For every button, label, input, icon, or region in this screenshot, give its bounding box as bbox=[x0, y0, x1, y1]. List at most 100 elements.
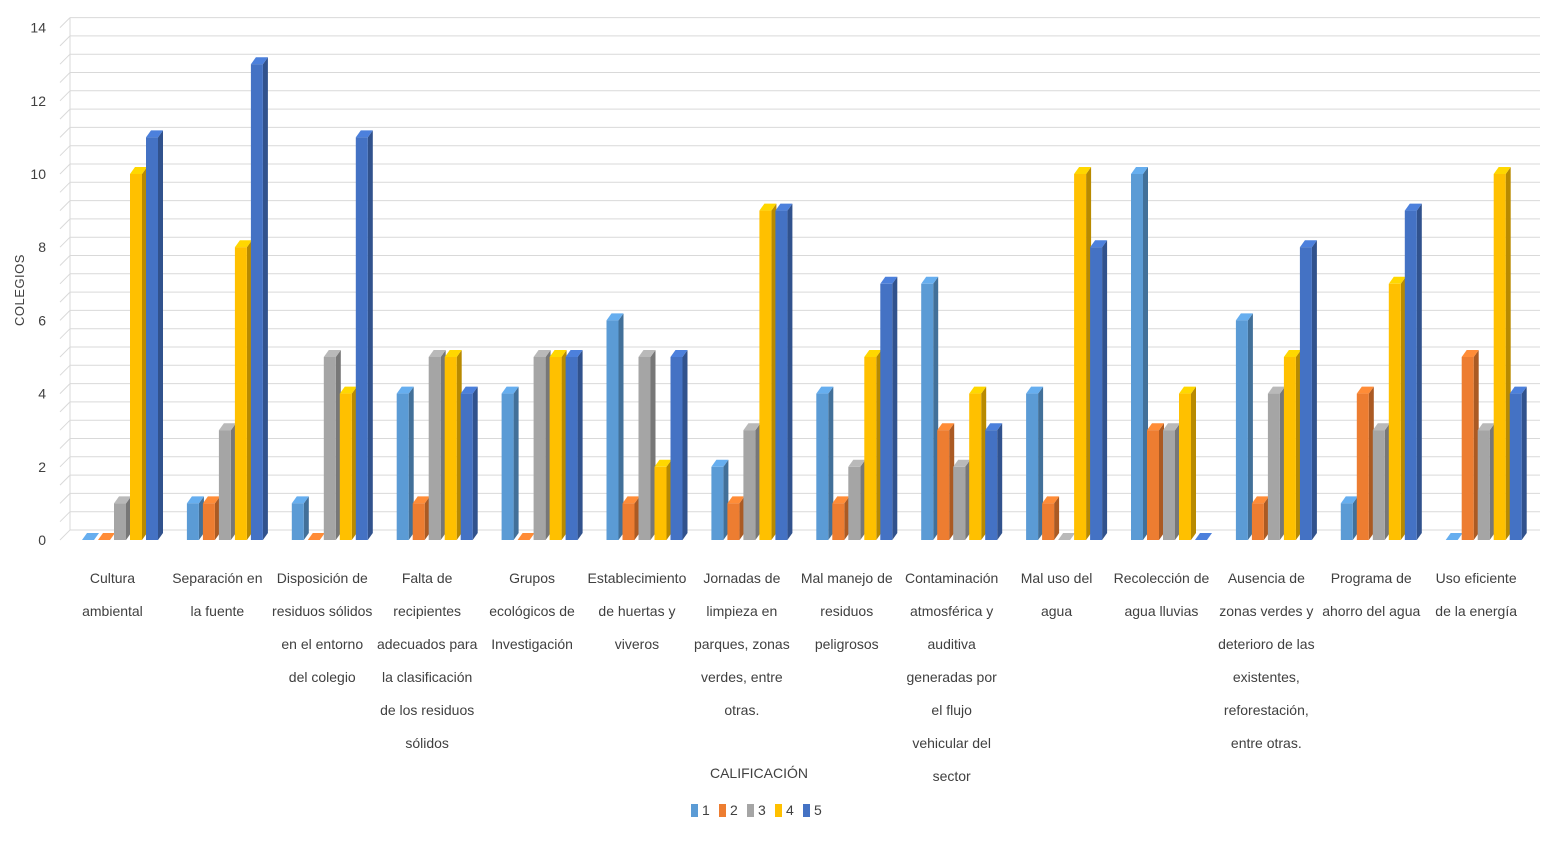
bar-front bbox=[832, 503, 845, 540]
bar-top bbox=[1461, 350, 1479, 357]
bar-top bbox=[864, 350, 882, 357]
legend-label: 1 bbox=[702, 802, 710, 818]
bar-2-series-2 bbox=[202, 496, 220, 540]
legend-swatch bbox=[775, 804, 782, 817]
bar-14-series-3 bbox=[1477, 423, 1495, 540]
bar-front bbox=[1340, 503, 1353, 540]
bar-side bbox=[1521, 386, 1527, 540]
bar-14-series-2 bbox=[1461, 350, 1479, 540]
bar-front bbox=[1090, 247, 1103, 540]
gridline-diag bbox=[59, 53, 71, 65]
bar-side bbox=[650, 350, 656, 540]
legend-label: 4 bbox=[786, 802, 794, 818]
bar-top bbox=[323, 350, 341, 357]
bar-top bbox=[727, 496, 745, 504]
bar-10-series-5 bbox=[1090, 240, 1108, 540]
bar-5-series-2 bbox=[517, 533, 535, 540]
y-tick-label: 12 bbox=[30, 93, 46, 109]
bar-side bbox=[787, 203, 793, 540]
bar-5-series-3 bbox=[533, 350, 551, 540]
bar-top bbox=[1163, 423, 1180, 431]
bar-side bbox=[892, 276, 898, 540]
gridline-diag bbox=[59, 511, 71, 523]
bar-2-series-5 bbox=[250, 57, 268, 540]
x-axis-title: CALIFICACIÓN bbox=[710, 765, 808, 781]
gridline-diag bbox=[59, 90, 71, 102]
legend-label: 3 bbox=[758, 802, 766, 818]
bar-top bbox=[1147, 423, 1164, 431]
bar-top bbox=[622, 496, 640, 504]
gridlines bbox=[59, 17, 1540, 541]
bar-side bbox=[1086, 167, 1092, 540]
bar-4-series-4 bbox=[444, 350, 462, 540]
bar-13-series-2 bbox=[1356, 386, 1374, 540]
bar-side bbox=[262, 57, 268, 540]
bar-side bbox=[739, 496, 745, 540]
bar-side bbox=[198, 496, 204, 540]
gridline-diag bbox=[59, 493, 71, 504]
gridline-diag bbox=[59, 236, 71, 248]
gridline-diag bbox=[59, 200, 71, 211]
bar-front bbox=[130, 174, 142, 540]
bar-side bbox=[1400, 276, 1406, 540]
bar-top bbox=[606, 313, 624, 321]
bar-front bbox=[549, 357, 562, 540]
bar-front bbox=[396, 393, 409, 540]
gridline-diag bbox=[59, 145, 71, 157]
bar-front bbox=[355, 137, 368, 540]
bar-front bbox=[291, 503, 304, 540]
bar-side bbox=[876, 350, 882, 540]
bar-front bbox=[186, 503, 199, 540]
bar-front bbox=[114, 503, 126, 540]
bar-top bbox=[1299, 240, 1317, 248]
category-label: Mal uso del agua bbox=[1021, 570, 1093, 619]
bar-3-series-1 bbox=[291, 496, 309, 540]
bar-5-series-4 bbox=[549, 350, 567, 540]
bar-7-series-3 bbox=[743, 423, 761, 540]
bar-side bbox=[723, 459, 729, 540]
legend-label: 5 bbox=[814, 802, 822, 818]
bar-side bbox=[1279, 386, 1285, 540]
bar-9-series-2 bbox=[937, 423, 955, 540]
bar-front bbox=[1026, 393, 1039, 540]
bar-top bbox=[517, 533, 535, 540]
gridline-diag bbox=[59, 310, 71, 321]
bar-front bbox=[428, 357, 441, 540]
category-label: Separación en la fuente bbox=[172, 570, 262, 619]
legend-swatch bbox=[747, 804, 754, 817]
bar-side bbox=[1489, 423, 1495, 540]
bar-top bbox=[234, 240, 252, 248]
bar-front bbox=[565, 357, 578, 540]
bar-top bbox=[396, 386, 414, 394]
bar-11-series-5 bbox=[1195, 533, 1212, 540]
category-label: Uso eficiente de la energía bbox=[1435, 570, 1517, 619]
bar-10-series-1 bbox=[1026, 386, 1044, 540]
bar-top bbox=[1251, 496, 1269, 504]
bar-top bbox=[775, 203, 793, 211]
legend: 1 2 3 4 5 bbox=[691, 802, 822, 818]
legend-item-1: 1 bbox=[691, 802, 710, 818]
bar-front bbox=[1179, 393, 1191, 540]
bar-front bbox=[622, 503, 635, 540]
gridline-diag bbox=[59, 529, 71, 541]
bar-side bbox=[214, 496, 220, 540]
category-label: Grupos ecológicos de Investigación bbox=[489, 570, 575, 652]
bar-13-series-1 bbox=[1340, 496, 1358, 540]
bar-side bbox=[577, 350, 583, 540]
bar-side bbox=[351, 386, 357, 540]
bar-top bbox=[759, 203, 777, 211]
legend-item-4: 4 bbox=[775, 802, 794, 818]
bar-6-series-2 bbox=[622, 496, 640, 540]
bar-side bbox=[771, 203, 777, 540]
bar-side bbox=[1473, 350, 1479, 540]
bar-12-series-5 bbox=[1299, 240, 1317, 540]
bars bbox=[82, 57, 1527, 540]
bar-top bbox=[1090, 240, 1108, 248]
bar-side bbox=[561, 350, 567, 540]
gridline-diag bbox=[59, 401, 71, 413]
bar-top bbox=[412, 496, 430, 504]
bar-side bbox=[1416, 203, 1422, 540]
gridline-diag bbox=[59, 346, 71, 358]
